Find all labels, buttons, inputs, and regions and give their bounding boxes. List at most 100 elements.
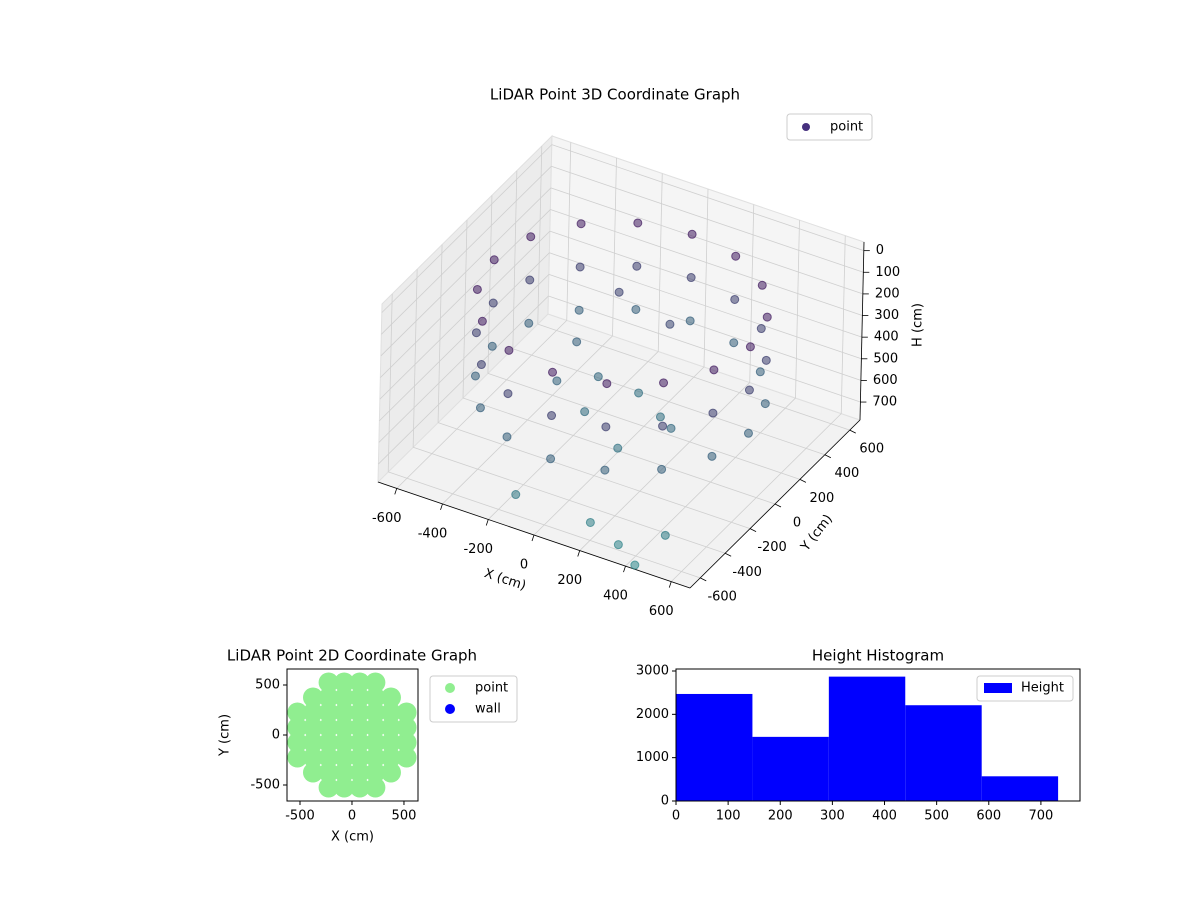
point bbox=[349, 762, 370, 783]
y-tick-label: 2000 bbox=[636, 707, 669, 722]
y-axis-label: Y (cm) bbox=[798, 512, 836, 555]
point bbox=[287, 732, 308, 753]
point bbox=[318, 702, 339, 723]
point bbox=[334, 672, 355, 693]
point bbox=[380, 747, 401, 768]
z-tick-label: 500 bbox=[873, 351, 898, 366]
point bbox=[511, 490, 521, 500]
grid-line bbox=[413, 446, 726, 554]
legend-box bbox=[429, 675, 518, 723]
x-tick-label: 0 bbox=[348, 809, 356, 824]
point bbox=[472, 284, 482, 294]
point bbox=[572, 337, 582, 347]
point bbox=[302, 687, 323, 708]
grid-line bbox=[749, 204, 755, 383]
bar bbox=[828, 676, 906, 801]
point bbox=[287, 702, 308, 723]
grid-line bbox=[380, 187, 552, 357]
chart-title: Height Histogram bbox=[812, 647, 944, 665]
grid-line bbox=[537, 146, 543, 325]
point bbox=[334, 702, 355, 723]
point bbox=[757, 280, 767, 290]
point bbox=[334, 732, 355, 753]
point bbox=[334, 717, 355, 738]
point bbox=[318, 687, 339, 708]
legend-label: point bbox=[475, 681, 508, 696]
grid-line bbox=[378, 295, 549, 465]
point bbox=[729, 338, 739, 348]
grid-line bbox=[512, 348, 825, 456]
axes-frame bbox=[675, 668, 1081, 802]
point bbox=[503, 389, 513, 399]
tick-mark bbox=[577, 550, 581, 557]
point bbox=[575, 262, 585, 272]
point bbox=[665, 319, 675, 329]
point bbox=[630, 560, 640, 570]
z-tick-label: 300 bbox=[874, 308, 899, 323]
point bbox=[318, 762, 339, 783]
point bbox=[614, 287, 624, 297]
tick-mark bbox=[700, 577, 707, 582]
y-tick-label: 200 bbox=[810, 491, 835, 506]
point bbox=[380, 717, 401, 738]
point bbox=[318, 717, 339, 738]
tick-mark bbox=[749, 528, 757, 532]
grid-line bbox=[512, 170, 518, 349]
legend-label: Height bbox=[1021, 681, 1064, 696]
point bbox=[600, 465, 610, 475]
grid-line bbox=[549, 230, 862, 338]
point bbox=[365, 702, 386, 723]
point bbox=[632, 261, 642, 271]
plot-3d: -600-400-2000200400600-600-400-200020040… bbox=[372, 113, 926, 619]
grid-line bbox=[462, 219, 468, 399]
grid-line bbox=[550, 187, 863, 295]
x-tick-label: 300 bbox=[820, 809, 845, 824]
tick-mark bbox=[531, 534, 535, 542]
point bbox=[318, 732, 339, 753]
point bbox=[526, 232, 536, 242]
point bbox=[476, 360, 486, 370]
point bbox=[318, 672, 339, 693]
point bbox=[756, 324, 766, 334]
z-tick-label: 0 bbox=[876, 243, 884, 258]
plot-2d: point wall -500 0 500 -500 0 500 X (cm) Y (cm) bbox=[218, 668, 518, 845]
point bbox=[380, 702, 401, 723]
point bbox=[687, 229, 697, 239]
grid-line bbox=[487, 372, 801, 480]
legend-marker bbox=[445, 704, 455, 714]
point bbox=[475, 403, 485, 413]
point bbox=[365, 732, 386, 753]
grid-line bbox=[381, 165, 552, 335]
grid-line bbox=[437, 244, 443, 423]
y-tick-label: -600 bbox=[707, 589, 737, 604]
y-tick-label: 1000 bbox=[636, 750, 669, 765]
x-tick-label: 0 bbox=[672, 809, 680, 824]
point bbox=[380, 732, 401, 753]
grid-line bbox=[437, 422, 751, 530]
point bbox=[666, 423, 676, 433]
x-tick-label: 400 bbox=[603, 589, 628, 604]
legend-marker bbox=[802, 123, 810, 131]
point bbox=[602, 379, 612, 389]
point bbox=[601, 422, 611, 432]
grid-line bbox=[380, 209, 551, 378]
y-tick-label: 400 bbox=[834, 466, 859, 481]
point bbox=[349, 702, 370, 723]
point bbox=[365, 687, 386, 708]
x-tick-label: 700 bbox=[1028, 809, 1053, 824]
point bbox=[318, 777, 339, 798]
point bbox=[349, 687, 370, 708]
point bbox=[525, 275, 535, 285]
point bbox=[334, 687, 355, 708]
y-tick-label: 500 bbox=[255, 678, 280, 693]
point bbox=[755, 367, 765, 377]
point bbox=[504, 345, 514, 355]
point bbox=[731, 251, 741, 261]
point bbox=[707, 451, 717, 461]
bar bbox=[905, 705, 982, 801]
tick-mark bbox=[394, 488, 398, 495]
tick-mark bbox=[824, 454, 832, 459]
point bbox=[365, 672, 386, 693]
point bbox=[349, 672, 370, 693]
point bbox=[334, 747, 355, 768]
